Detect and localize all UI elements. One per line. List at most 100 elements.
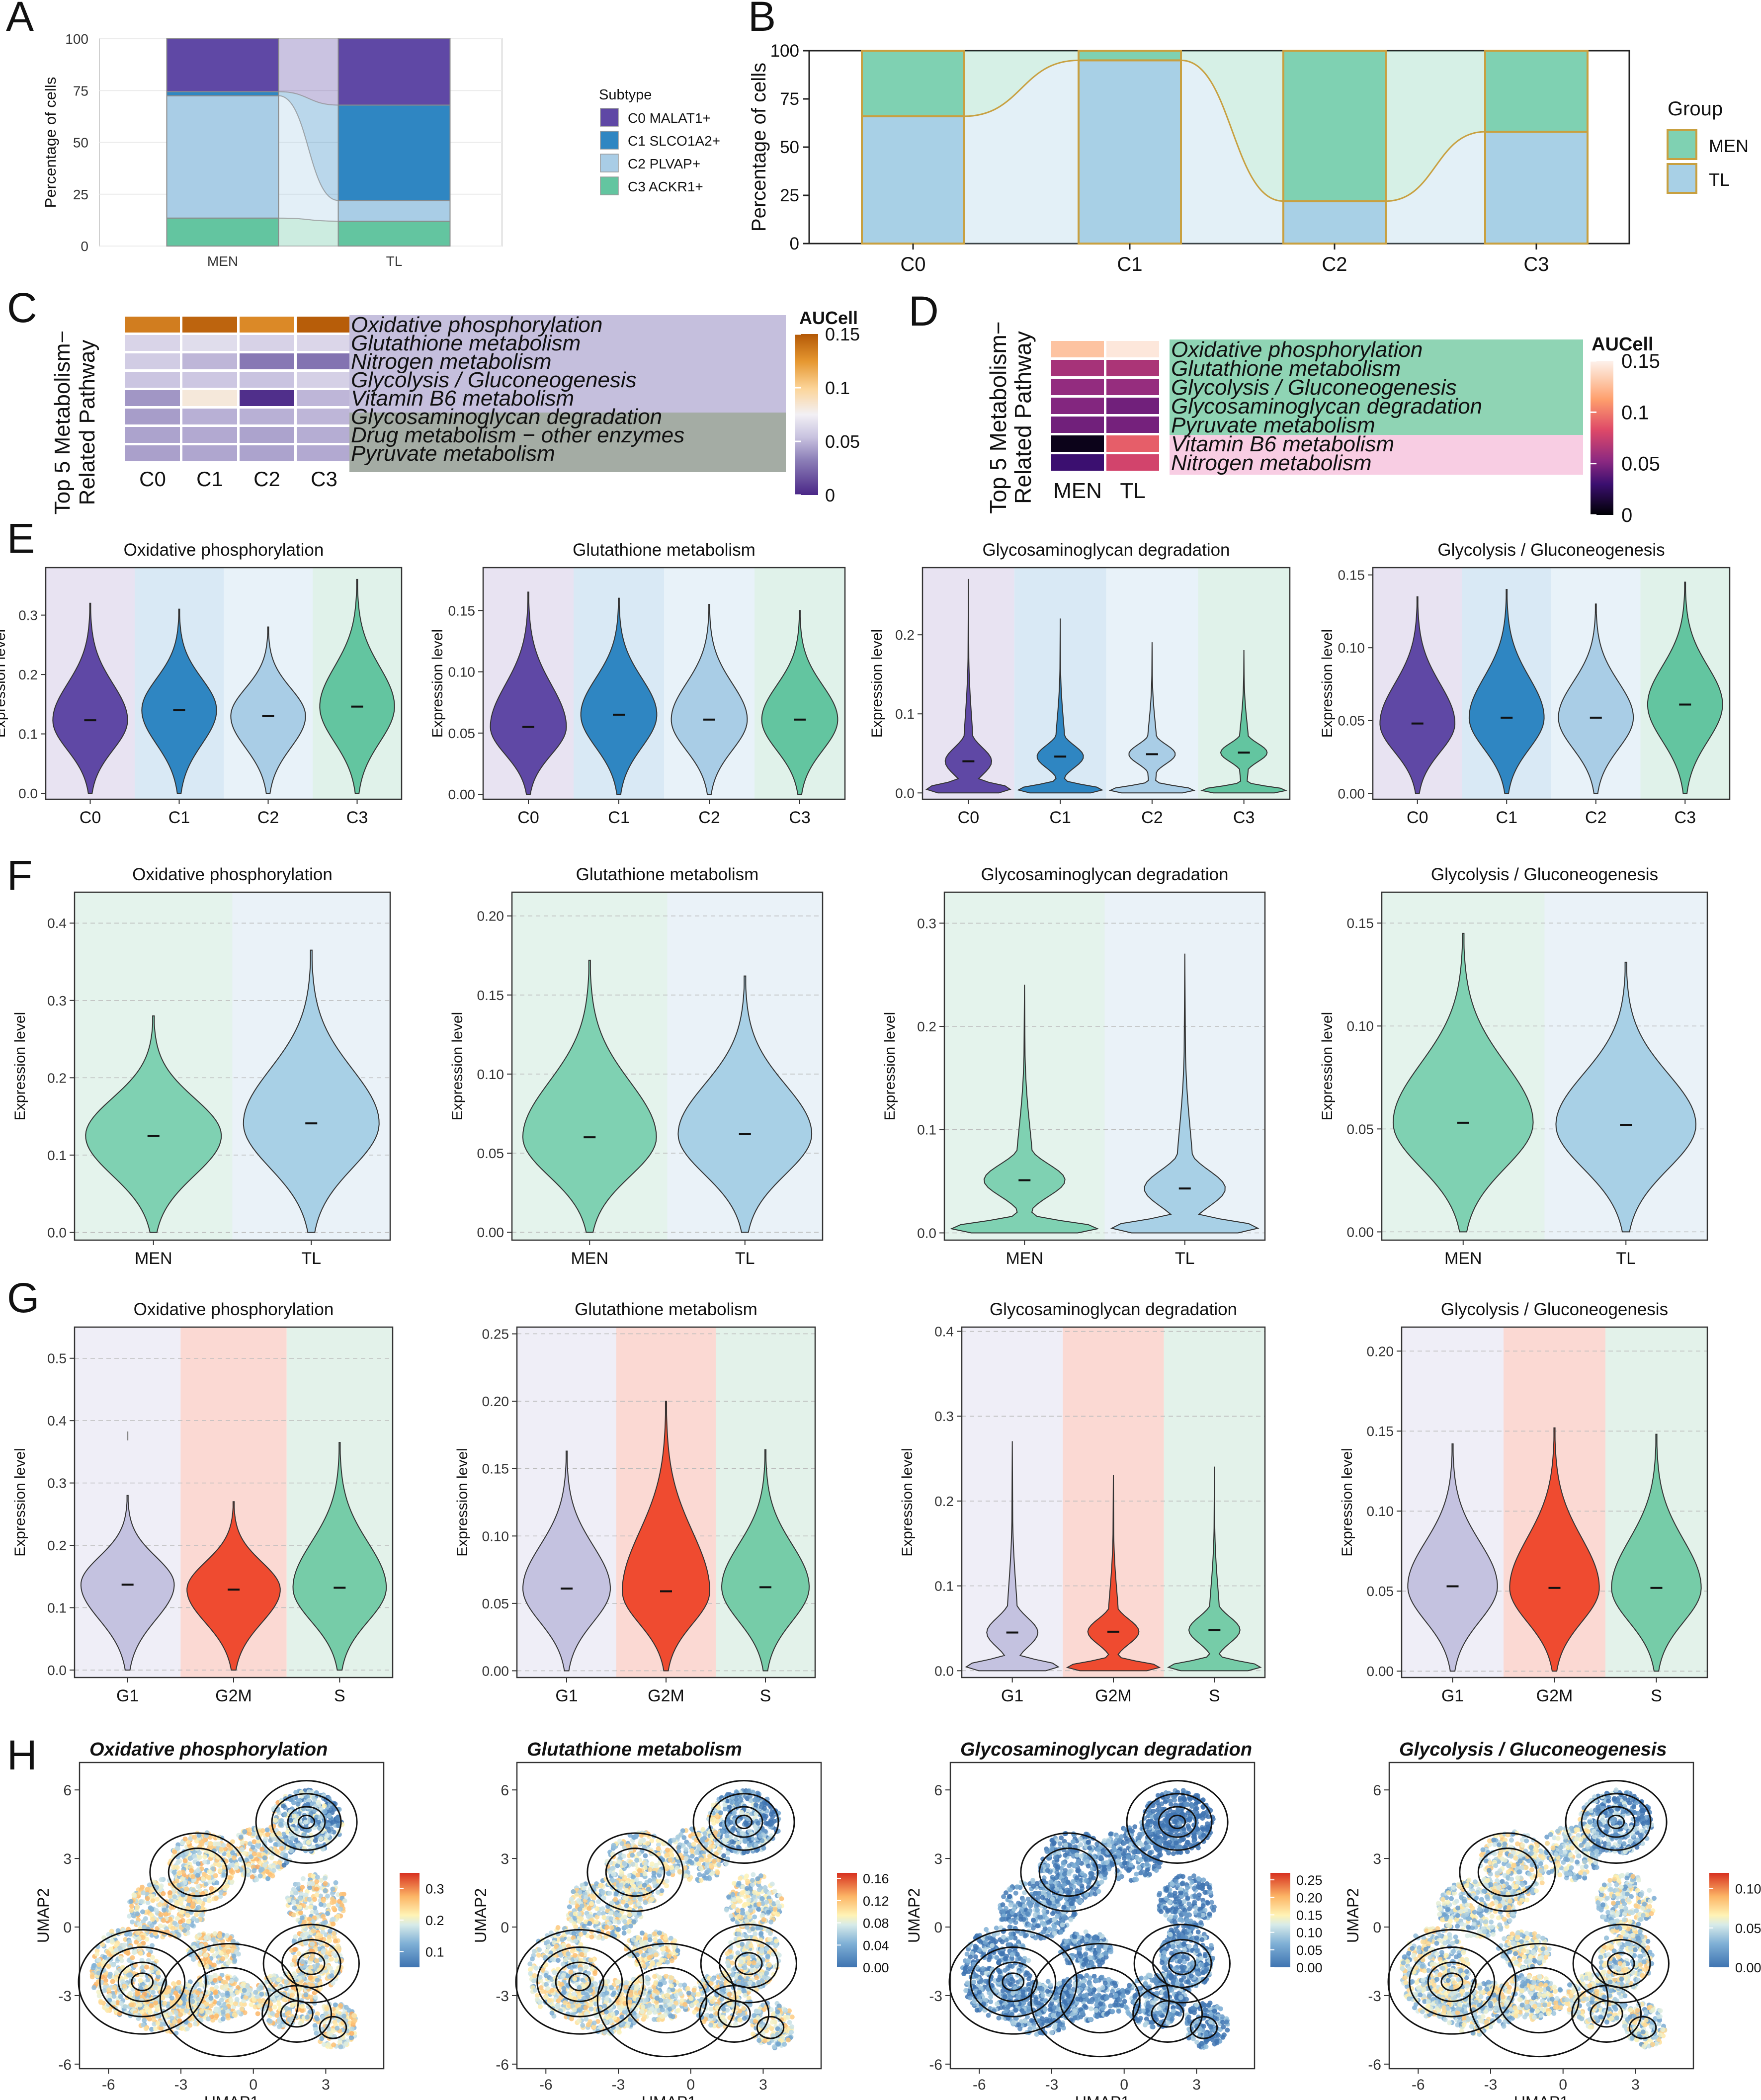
legend-title: AUCell [1592,334,1654,355]
scatter-point [669,1852,674,1857]
scatter-point [299,1891,304,1897]
scatter-point [214,1880,220,1886]
scatter-point [305,1801,311,1807]
y-axis-title: Expression level [1319,629,1336,738]
bar-segment [166,91,279,96]
scatter-point [711,1858,717,1864]
scatter-point [721,1853,727,1858]
x-tick-label: MEN [1444,1249,1482,1268]
y-tick-label: 0.0 [895,785,915,801]
scatter-point [239,1847,245,1852]
y-axis-title: Expression level [882,1012,898,1120]
scatter-point [273,1842,278,1847]
scatter-point [274,1848,280,1854]
x-tick-label: C3 [1523,253,1549,275]
scatter-point [665,1848,670,1853]
scatter-point [325,1833,330,1839]
scatter-point [313,1995,318,2000]
scatter-point [321,1914,326,1919]
y-tick-label: 0.2 [47,1538,67,1553]
scatter-point [146,1958,151,1963]
scatter-point [621,1860,627,1866]
y-tick-label: 25 [73,187,88,202]
scatter-point [139,1957,145,1963]
scatter-point [271,1868,276,1873]
scatter-point [162,1907,167,1913]
y-axis-title: Expression level [1319,1012,1336,1120]
scatter-point [244,1857,250,1863]
violin [965,1441,1060,1672]
scatter-point [224,1883,230,1889]
scatter-point [212,1841,218,1847]
scatter-point [208,1841,213,1846]
pathway-label: Glutathione metabolism [351,331,581,355]
scatter-point [172,1849,177,1855]
scatter-point [145,1977,151,1983]
scatter-point [683,1847,689,1852]
column-label: C1 [196,467,223,491]
scatter-point [144,2005,149,2010]
y-tick-label: 0.15 [448,603,476,618]
scatter-point [259,1991,264,1997]
heatmap-cell [240,445,294,461]
scatter-point [610,1878,616,1883]
scatter-point [596,1935,601,1940]
scatter-point [284,1979,289,1985]
scatter-point [185,1840,191,1845]
bar-segment-tl [861,115,965,245]
violin [319,579,395,794]
scatter-point [630,1861,636,1867]
violin [1407,1443,1498,1672]
scatter-point [155,2020,161,2026]
scatter-point [300,1876,306,1881]
scatter-point [758,1834,763,1839]
scatter-point [314,1886,319,1892]
scatter-point [176,1980,181,1985]
scatter-point [194,1918,200,1924]
heatmap-cell [1106,417,1159,433]
scatter-point [615,1927,621,1932]
bar-segment [337,200,451,222]
chart-title: Glycolysis / Gluconeogenesis [1437,540,1665,560]
y-tick-label: 0.4 [47,916,67,931]
scatter-point [622,1919,628,1925]
y-tick-label: 0.05 [1338,713,1365,729]
x-tick-label: MEN [207,253,238,269]
y-axis-title: Related Pathway [1010,331,1036,504]
scatter-point [149,1907,155,1912]
scatter-point [137,1922,142,1927]
scatter-point [129,2002,134,2008]
scatter-point [270,1832,275,1838]
scatter-point [289,2003,295,2008]
scatter-point [249,1854,254,1859]
scatter-point [315,1874,320,1880]
scatter-point [219,1985,225,1990]
scatter-point [338,1906,343,1912]
x-tick-label: TL [1175,1249,1195,1268]
flow-boundary [964,59,1079,117]
scatter-point [140,1965,145,1970]
y-axis-title: UMAP2 [34,1888,52,1943]
scatter-point [149,1965,155,1971]
scatter-point [271,1836,277,1842]
scatter-point [151,2017,157,2022]
scatter-point [247,1827,252,1833]
scatter-point [626,1929,632,1934]
scatter-point [331,2042,336,2048]
scatter-point [619,1841,625,1847]
scatter-point [94,1951,99,1957]
scatter-point [176,1932,182,1938]
scatter-point [112,1985,117,1990]
scatter-point [621,1853,627,1859]
scatter-point [728,1820,733,1825]
scatter-point [221,1979,226,1985]
scatter-point [289,1848,294,1853]
heatmap-cell [125,335,180,351]
scatter-point [220,1992,225,1998]
scatter-point [754,1843,759,1848]
y-tick-label: 0.3 [47,1476,67,1491]
scatter-point [716,1805,721,1811]
scatter-point [337,2039,342,2045]
scatter-point [706,1868,711,1873]
